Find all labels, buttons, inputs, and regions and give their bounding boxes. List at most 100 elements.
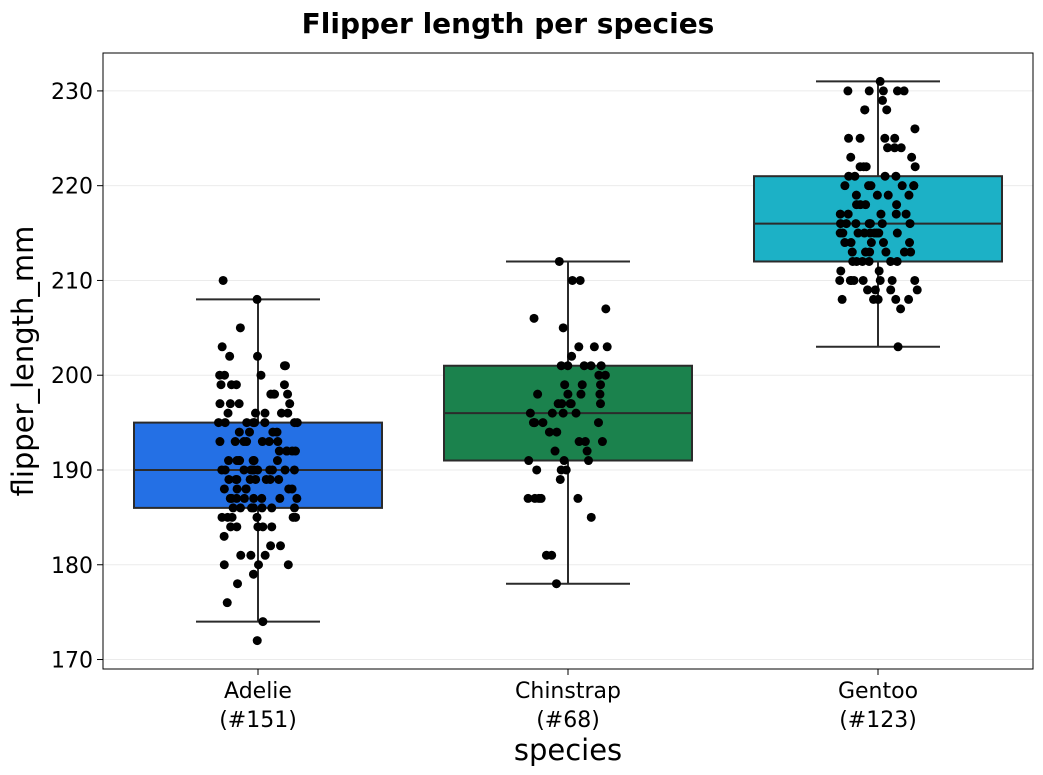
data-point xyxy=(552,427,562,437)
y-tick-label: 180 xyxy=(51,554,93,579)
data-point xyxy=(874,266,884,276)
data-point xyxy=(870,285,880,295)
data-point xyxy=(242,437,252,447)
data-point xyxy=(899,86,909,96)
data-point xyxy=(232,493,242,503)
data-point xyxy=(283,408,293,418)
data-point xyxy=(235,503,245,513)
boxes xyxy=(133,80,1003,623)
data-point xyxy=(252,636,262,646)
data-point xyxy=(551,579,561,589)
data-point xyxy=(594,370,604,380)
x-tick-count-label: (#68) xyxy=(536,708,600,733)
data-point xyxy=(576,389,586,399)
data-point xyxy=(899,247,909,257)
data-point xyxy=(266,541,276,551)
data-point xyxy=(257,503,267,513)
data-point xyxy=(219,560,229,570)
data-point xyxy=(215,437,225,447)
data-point xyxy=(555,474,565,484)
data-point xyxy=(595,389,605,399)
data-point xyxy=(905,219,915,229)
data-point xyxy=(276,541,286,551)
data-point xyxy=(836,266,846,276)
x-tick-count-label: (#151) xyxy=(219,708,297,733)
data-point xyxy=(869,294,879,304)
data-point xyxy=(214,418,224,428)
data-point xyxy=(891,294,901,304)
data-point xyxy=(906,247,916,257)
data-point xyxy=(224,456,234,466)
data-point xyxy=(602,342,612,352)
data-point xyxy=(252,294,262,304)
data-point xyxy=(880,133,890,143)
data-point xyxy=(283,560,293,570)
data-point xyxy=(246,550,256,560)
data-point xyxy=(881,247,891,257)
data-point xyxy=(864,86,874,96)
data-point xyxy=(280,361,290,371)
data-point xyxy=(892,256,902,266)
data-point xyxy=(226,522,236,532)
data-point xyxy=(282,446,292,456)
data-point xyxy=(254,560,264,570)
data-point xyxy=(216,380,226,390)
data-point xyxy=(225,399,235,409)
data-point xyxy=(289,503,299,513)
data-point xyxy=(225,351,235,361)
data-point xyxy=(886,285,896,295)
data-point xyxy=(524,456,534,466)
data-point xyxy=(878,86,888,96)
data-point xyxy=(529,313,539,323)
data-point xyxy=(835,275,845,285)
x-axis: Adelie (#151) Chinstrap (#68) Gentoo (#123) xyxy=(219,669,918,733)
data-point xyxy=(219,531,229,541)
data-point xyxy=(882,105,892,115)
data-point xyxy=(589,342,599,352)
data-point xyxy=(880,171,890,181)
data-point xyxy=(231,474,241,484)
x-tick-label: Adelie xyxy=(224,679,292,704)
data-point xyxy=(571,408,581,418)
data-point xyxy=(846,238,856,248)
y-tick-label: 190 xyxy=(51,459,93,484)
x-tick-count-label: (#123) xyxy=(839,708,917,733)
data-point xyxy=(849,275,859,285)
y-tick-label: 200 xyxy=(51,364,93,389)
data-point xyxy=(909,181,919,191)
data-point xyxy=(235,323,245,333)
y-tick-label: 210 xyxy=(51,269,93,294)
data-point xyxy=(544,427,554,437)
data-point xyxy=(218,275,228,285)
data-point xyxy=(878,238,888,248)
box-chinstrap xyxy=(443,260,693,585)
data-point xyxy=(905,238,915,248)
data-point xyxy=(887,275,897,285)
data-point xyxy=(258,617,268,627)
data-point xyxy=(260,408,270,418)
data-point xyxy=(844,133,854,143)
data-point xyxy=(217,342,227,352)
data-point xyxy=(230,437,240,447)
data-point xyxy=(864,256,874,266)
data-point xyxy=(840,181,850,191)
data-point xyxy=(236,550,246,560)
data-point xyxy=(857,256,867,266)
data-point xyxy=(242,418,252,428)
data-point xyxy=(890,143,900,153)
data-point xyxy=(896,304,906,314)
data-point xyxy=(528,418,538,428)
data-point xyxy=(883,143,893,153)
data-point xyxy=(223,408,233,418)
data-point xyxy=(525,408,535,418)
data-point xyxy=(910,162,920,172)
data-point xyxy=(573,493,583,503)
data-point xyxy=(241,484,251,494)
data-point xyxy=(265,474,275,484)
data-point xyxy=(215,399,225,409)
data-point xyxy=(554,256,564,266)
data-point xyxy=(866,181,876,191)
data-point xyxy=(907,152,917,162)
data-point xyxy=(861,200,871,210)
data-point xyxy=(232,484,242,494)
